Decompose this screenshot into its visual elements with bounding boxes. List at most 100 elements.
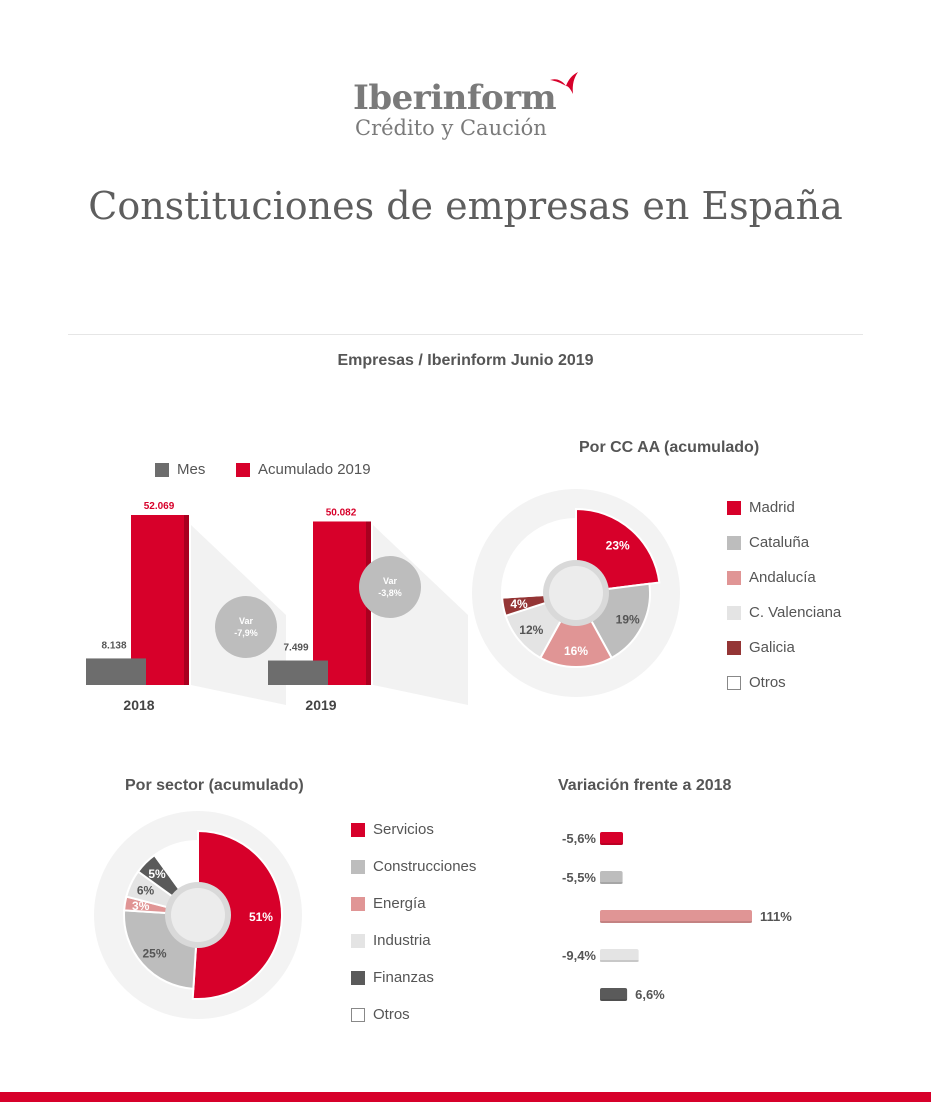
variation-bar-3 [600, 949, 639, 962]
ccaa-label-Cataluña: 19% [616, 612, 640, 626]
sector-label-Servicios: 51% [249, 910, 273, 924]
bottom-accent-bar [0, 1092, 931, 1102]
sector-label-Finanzas: 5% [148, 867, 166, 881]
variation-label-0: -5,6% [562, 831, 596, 846]
sector-legend-item: Industria [351, 932, 431, 949]
legend-acumulado-label: Acumulado 2019 [258, 461, 371, 478]
sector-legend-item: Energía [351, 895, 426, 912]
ccaa-legend-label: Cataluña [749, 534, 810, 551]
sector-title: Por sector (acumulado) [125, 777, 304, 794]
variation-label-3: -9,4% [562, 948, 596, 963]
ccaa-legend-label: C. Valenciana [749, 604, 842, 621]
legend-acumulado: Acumulado 2019 [236, 461, 371, 478]
sector-legend-swatch [351, 933, 365, 948]
category-label-2018: 2018 [123, 697, 154, 713]
bar-chart-years: 52.069 8.138 2018 50.082 7.499 2019 Var -7,9% Va… [86, 501, 468, 713]
legend-mes: Mes [155, 461, 205, 478]
bar-mes-2018 [86, 658, 146, 685]
bar-mes-label-2018: 8.138 [101, 640, 126, 651]
var-bubble-0 [215, 596, 277, 658]
sector-legend-label: Energía [373, 895, 426, 912]
var-bubble-value-1: -3,8% [378, 588, 402, 598]
legend-acumulado-swatch [236, 462, 250, 477]
sector-legend-swatch [351, 970, 365, 985]
sector-legend-label: Industria [373, 932, 431, 949]
sector-legend-item: Construcciones [351, 858, 476, 875]
sector-legend-item: Finanzas [351, 969, 434, 986]
bar-acumulado-edge-2018 [184, 515, 189, 685]
variation-title: Variación frente a 2018 [558, 777, 732, 794]
ccaa-legend-item: Galicia [727, 639, 795, 656]
ccaa-legend-label: Madrid [749, 499, 795, 516]
variation-bar-shadow-4 [600, 999, 628, 1001]
var-bubble-value-0: -7,9% [234, 628, 258, 638]
sector-legend-label: Otros [373, 1006, 410, 1023]
variation-label-1: -5,5% [562, 870, 596, 885]
variation-bar-2 [600, 910, 752, 923]
brand-tagline: Crédito y Caución [355, 116, 547, 140]
variation-bar-0 [600, 832, 624, 845]
variation-chart: -5,6% -5,5% 111% -9,4% 6,6% [562, 831, 792, 1002]
var-bubble-title-1: Var [383, 576, 398, 586]
brand-bird-icon [550, 72, 578, 94]
variation-bar-shadow-3 [600, 960, 639, 962]
ccaa-legend-item: C. Valenciana [727, 604, 841, 621]
sector-legend-item: Servicios [351, 821, 434, 838]
ccaa-label-Madrid: 23% [606, 539, 630, 553]
variation-bar-shadow-0 [600, 843, 624, 845]
ccaa-legend-item: Cataluña [727, 534, 809, 551]
ccaa-legend-swatch [727, 675, 741, 690]
page-title: Constituciones de empresas en España [88, 184, 843, 228]
ccaa-label-Galicia: 4% [510, 597, 528, 611]
ccaa-legend-swatch [727, 570, 741, 585]
sector-label-Construcciones: 25% [142, 946, 166, 960]
legend-mes-label: Mes [177, 461, 206, 478]
donut-sector: 51%25%3%6%5% [94, 811, 302, 1019]
ccaa-legend-swatch [727, 535, 741, 550]
variation-label-4: 6,6% [635, 987, 665, 1002]
bar-acumulado-2018 [131, 515, 189, 685]
cc-aa-title: Por CC AA (acumulado) [579, 439, 760, 456]
ccaa-legend-label: Andalucía [749, 569, 816, 586]
variation-bar-1 [600, 871, 623, 884]
ccaa-legend-item: Madrid [727, 499, 795, 516]
bar-acumulado-label-2018: 52.069 [144, 501, 175, 512]
sector-legend-label: Servicios [373, 821, 434, 838]
legend-mes-swatch [155, 462, 169, 477]
bar-mes-2019 [268, 660, 328, 685]
sector-legend-label: Construcciones [373, 858, 477, 875]
category-label-2019: 2019 [305, 697, 336, 713]
ccaa-legend-swatch [727, 500, 741, 515]
sector-legend-swatch [351, 822, 365, 837]
ccaa-center [549, 566, 603, 620]
variation-label-2: 111% [760, 909, 792, 924]
bar-acumulado-label-2019: 50.082 [326, 507, 357, 518]
sector-legend-label: Finanzas [373, 969, 434, 986]
ccaa-label-Andalucía: 16% [564, 644, 588, 658]
brand-name: Iberinform [353, 78, 557, 118]
bar-mes-label-2019: 7.499 [283, 643, 308, 654]
variation-bar-shadow-2 [600, 921, 752, 923]
ccaa-legend-item: Otros [727, 674, 786, 691]
variation-bar-4 [600, 988, 628, 1001]
ccaa-legend-swatch [727, 640, 741, 655]
sector-legend-swatch [351, 1007, 365, 1022]
divider [68, 334, 863, 335]
sector-label-Industria: 6% [137, 883, 155, 897]
var-bubble-1 [359, 556, 421, 618]
report-subtitle: Empresas / Iberinform Junio 2019 [337, 352, 594, 369]
ccaa-legend-item: Andalucía [727, 569, 816, 586]
var-bubble-title-0: Var [239, 616, 254, 626]
bar-acumulado-2019 [313, 521, 371, 685]
ccaa-legend-swatch [727, 605, 741, 620]
sector-legend-item: Otros [351, 1006, 410, 1023]
variation-bar-shadow-1 [600, 882, 623, 884]
ccaa-legend-label: Otros [749, 674, 786, 691]
ccaa-label-C. Valenciana: 12% [519, 623, 543, 637]
sector-center [171, 888, 225, 942]
sector-legend-swatch [351, 896, 365, 911]
donut-cc-aa: 23% 19% 16% 12% 4% [472, 489, 680, 697]
ccaa-legend-label: Galicia [749, 639, 795, 656]
sector-legend-swatch [351, 859, 365, 874]
